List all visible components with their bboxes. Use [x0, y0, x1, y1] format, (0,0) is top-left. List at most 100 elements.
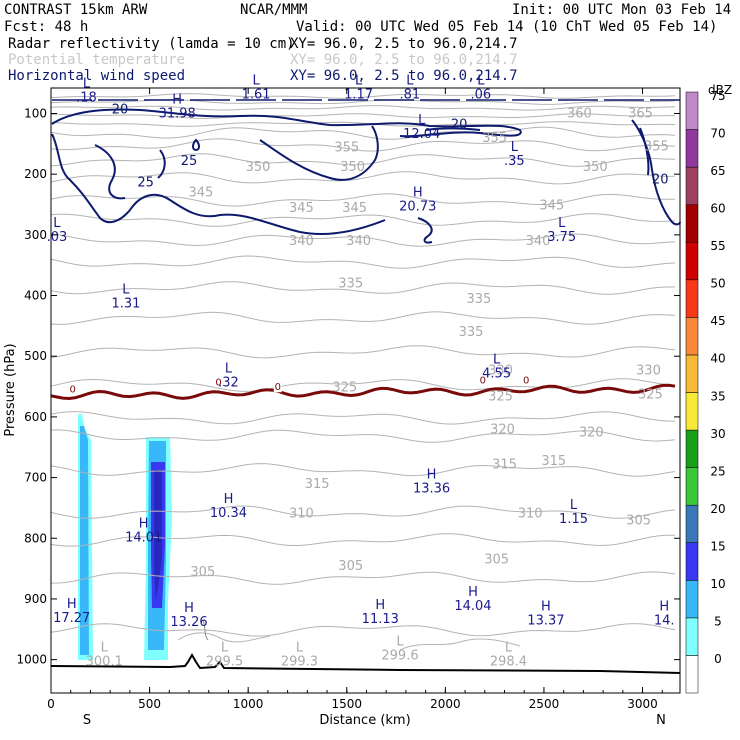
organization: NCAR/MMM [240, 2, 307, 18]
wind-line [51, 108, 522, 138]
theta-label: 335 [459, 325, 484, 340]
theta-line [50, 378, 676, 392]
colorbar-swatch [685, 166, 699, 205]
extremum-value: .81 [400, 87, 421, 102]
colorbar-level: 0 [714, 652, 722, 666]
theta-label: 320 [579, 425, 604, 440]
theta-line [50, 429, 676, 443]
y-tick-label: 900 [24, 592, 47, 606]
theta-label: 340 [346, 234, 371, 249]
theta-line [50, 193, 676, 207]
theta-label: 305 [338, 559, 363, 574]
theta-label: 325 [488, 390, 513, 405]
colorbar-unit: dBZ [708, 83, 732, 97]
theta-contours [50, 93, 676, 651]
theta-line [50, 505, 676, 519]
extremum-value: 298.4 [490, 655, 527, 670]
zero-isotherm-label: 0 [523, 376, 529, 387]
extremum-marker: H [375, 598, 385, 613]
x-tick-label: 3000 [627, 697, 658, 711]
colorbar-swatch [685, 467, 699, 506]
colorbar-swatch [685, 504, 699, 543]
theta-label: 330 [488, 363, 513, 378]
y-tick-label: 800 [24, 531, 47, 545]
y-tick-label: 500 [24, 349, 47, 363]
colorbar-swatch [685, 204, 699, 243]
field-name: Radar reflectivity (lamda = 10 cm) [8, 36, 295, 52]
colorbar-level: 50 [710, 277, 725, 291]
extremum-value: .06 [471, 87, 492, 102]
extremum-marker: L [505, 641, 513, 656]
y-tick-label: 100 [24, 106, 47, 120]
theta-line [50, 281, 676, 295]
wind-contour-label: 20 [451, 118, 468, 133]
extremum-marker: H [224, 492, 234, 507]
theta-label: 365 [628, 107, 653, 122]
theta-label: 320 [490, 422, 515, 437]
theta-label: 305 [190, 565, 215, 580]
extremum-marker: L [558, 216, 566, 231]
theta-label: 345 [289, 201, 314, 216]
extremum-marker: L [570, 498, 578, 513]
colorbar-level: 70 [710, 126, 725, 140]
colorbar-level: 45 [710, 314, 725, 328]
wind-speed-contours [51, 99, 681, 244]
theta-label: 310 [289, 507, 314, 522]
theta-line [50, 93, 676, 99]
theta-label: 330 [636, 363, 661, 378]
colorbar-swatch [685, 279, 699, 318]
colorbar-level: 55 [710, 239, 725, 253]
north-label: N [656, 713, 666, 728]
theta-line [50, 311, 676, 325]
plot-frame [50, 87, 681, 694]
wind-contour-label: 20 [652, 172, 669, 187]
extremum-marker: L [225, 362, 233, 377]
colorbar-swatch [685, 542, 699, 581]
x-tick-label: 1500 [331, 697, 362, 711]
theta-label: 305 [484, 553, 509, 568]
zero-isotherm-line [50, 383, 676, 401]
extremum-value: 17.27 [53, 611, 90, 626]
field-xy: XY= 96.0, 2.5 to 96.0,214.7 [290, 52, 518, 68]
theta-label: 345 [342, 201, 367, 216]
extremum-value: .32 [218, 376, 239, 391]
label-mask [214, 377, 223, 388]
colorbar: 0 5 10 15 20 25 30 35 40 45 50 55 60 65 70 75 [685, 89, 726, 694]
extremum-marker: H [413, 186, 423, 201]
extremum-value: 3.75 [547, 230, 576, 245]
colorbar-swatch [685, 242, 699, 281]
colorbar-level: 30 [710, 427, 725, 441]
extremum-marker: L [221, 641, 229, 656]
colorbar-swatch [685, 655, 699, 694]
x-tick-label: 2500 [529, 697, 560, 711]
theta-label: 345 [188, 186, 213, 201]
theta-label: 325 [332, 380, 357, 395]
theta-line [50, 113, 675, 119]
theta-label: 350 [246, 160, 271, 175]
reflectivity-shading [78, 414, 172, 660]
extremum-marker: L [296, 641, 304, 656]
colorbar-level: 40 [710, 352, 725, 366]
extremum-value: .35 [504, 154, 525, 169]
colorbar-swatch [685, 392, 699, 431]
wind-line [192, 138, 200, 152]
theta-label: 340 [526, 234, 551, 249]
zero-isotherm-label: 0 [215, 377, 221, 388]
colorbar-level: 15 [710, 540, 725, 554]
extremum-marker: H [468, 585, 478, 600]
label-mask [68, 384, 77, 395]
wind-line [417, 217, 433, 244]
terrain [50, 619, 681, 674]
colorbar-level: 10 [710, 577, 725, 591]
theta-line [202, 619, 209, 641]
theta-line [50, 233, 676, 247]
extremum-marker: H [659, 599, 669, 614]
wind-line [639, 127, 650, 176]
extremum-marker: H [427, 468, 437, 483]
theta-line [50, 171, 676, 185]
field-name: Horizontal wind speed [8, 68, 185, 84]
colorbar-level: 35 [710, 389, 725, 403]
theta-line [50, 345, 676, 359]
x-tick-label: 1000 [233, 697, 264, 711]
